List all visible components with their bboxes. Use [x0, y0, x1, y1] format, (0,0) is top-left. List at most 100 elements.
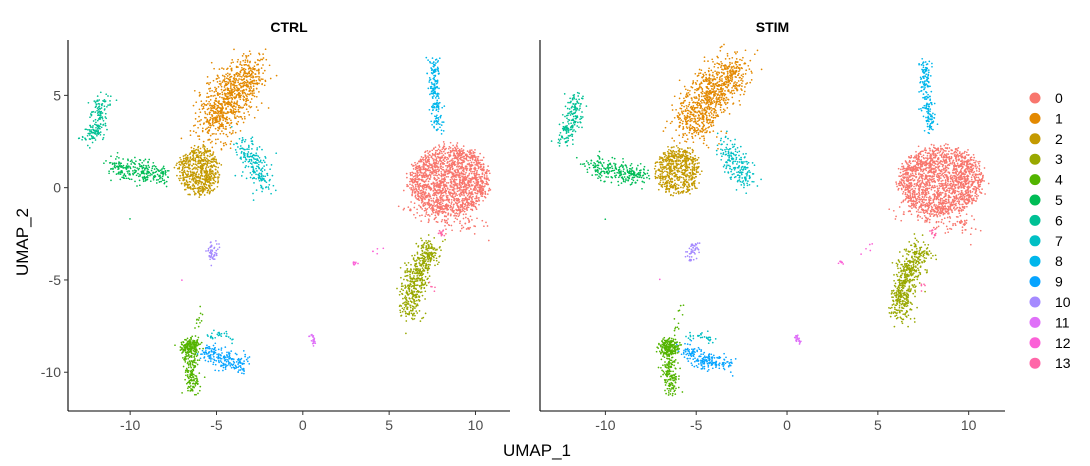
data-point [192, 163, 195, 165]
data-point [422, 165, 425, 168]
data-point [488, 172, 491, 175]
data-point [442, 166, 444, 169]
data-point [212, 189, 215, 191]
data-point [427, 260, 429, 263]
data-point [97, 114, 100, 116]
data-point [244, 102, 247, 105]
data-point [189, 134, 192, 137]
data-point [421, 214, 423, 217]
data-point [421, 252, 424, 255]
data-point [191, 388, 193, 391]
cluster-5-points [103, 151, 170, 220]
data-point [214, 86, 216, 89]
data-point [178, 179, 181, 182]
data-point [465, 176, 468, 179]
data-point [416, 304, 419, 307]
data-point [450, 180, 453, 183]
data-point [433, 176, 436, 179]
data-point [236, 88, 239, 90]
data-point [224, 94, 227, 97]
data-point [216, 185, 219, 188]
data-point [406, 285, 409, 287]
data-point [459, 222, 461, 225]
data-point [241, 141, 243, 144]
data-point [77, 137, 80, 140]
data-point [202, 190, 205, 193]
data-point [454, 217, 457, 220]
data-point [96, 109, 98, 112]
data-point [84, 137, 86, 140]
data-point [221, 91, 224, 94]
data-point [194, 384, 197, 387]
data-point [454, 171, 457, 174]
data-point [414, 314, 416, 317]
data-point [165, 180, 168, 183]
data-point [420, 194, 423, 197]
data-point [147, 174, 149, 177]
data-point [152, 177, 155, 179]
data-point [462, 213, 465, 216]
data-point [206, 150, 209, 153]
data-point [407, 261, 410, 264]
data-point [229, 76, 231, 79]
data-point [197, 126, 199, 129]
data-point [486, 168, 489, 171]
data-point [129, 167, 132, 170]
data-point [199, 111, 202, 114]
data-point [199, 156, 202, 159]
data-point [198, 193, 201, 195]
data-point [431, 163, 433, 166]
data-point [475, 162, 478, 164]
data-point [233, 78, 236, 81]
data-point [180, 182, 183, 185]
data-point [226, 122, 229, 124]
data-point [196, 338, 199, 341]
data-point [196, 359, 199, 362]
data-point [441, 148, 444, 151]
data-point [471, 198, 473, 201]
data-point [186, 184, 189, 186]
data-point [420, 291, 423, 293]
data-point [454, 163, 457, 166]
data-point [241, 118, 244, 120]
data-point [210, 161, 213, 163]
data-point [441, 212, 444, 215]
data-point [264, 48, 267, 51]
data-point [234, 149, 237, 151]
data-point [260, 186, 263, 189]
data-point [248, 148, 250, 151]
data-point [462, 173, 465, 176]
data-point [92, 125, 94, 127]
data-point [239, 98, 242, 101]
data-point [192, 359, 195, 362]
data-point [144, 158, 147, 161]
data-point [425, 240, 427, 242]
data-point [416, 173, 418, 176]
data-point [436, 149, 438, 152]
data-point [128, 170, 131, 172]
data-point [195, 168, 197, 170]
data-point [424, 160, 427, 162]
data-point [414, 272, 417, 275]
data-point [438, 146, 441, 148]
data-point [441, 155, 443, 158]
data-point [253, 92, 255, 94]
data-point [95, 126, 97, 129]
data-point [448, 145, 451, 148]
data-point [465, 157, 468, 159]
data-point [129, 160, 132, 163]
data-point [477, 181, 480, 184]
data-point [255, 152, 258, 155]
data-point [215, 118, 218, 121]
data-point [465, 154, 468, 157]
data-point [404, 312, 407, 315]
data-point [435, 109, 438, 112]
data-point [229, 110, 232, 113]
data-point [420, 220, 423, 222]
data-point [462, 151, 464, 154]
data-point [413, 291, 416, 293]
data-point [425, 248, 427, 251]
data-point [413, 298, 416, 301]
data-point [130, 163, 133, 165]
data-point [434, 254, 436, 257]
